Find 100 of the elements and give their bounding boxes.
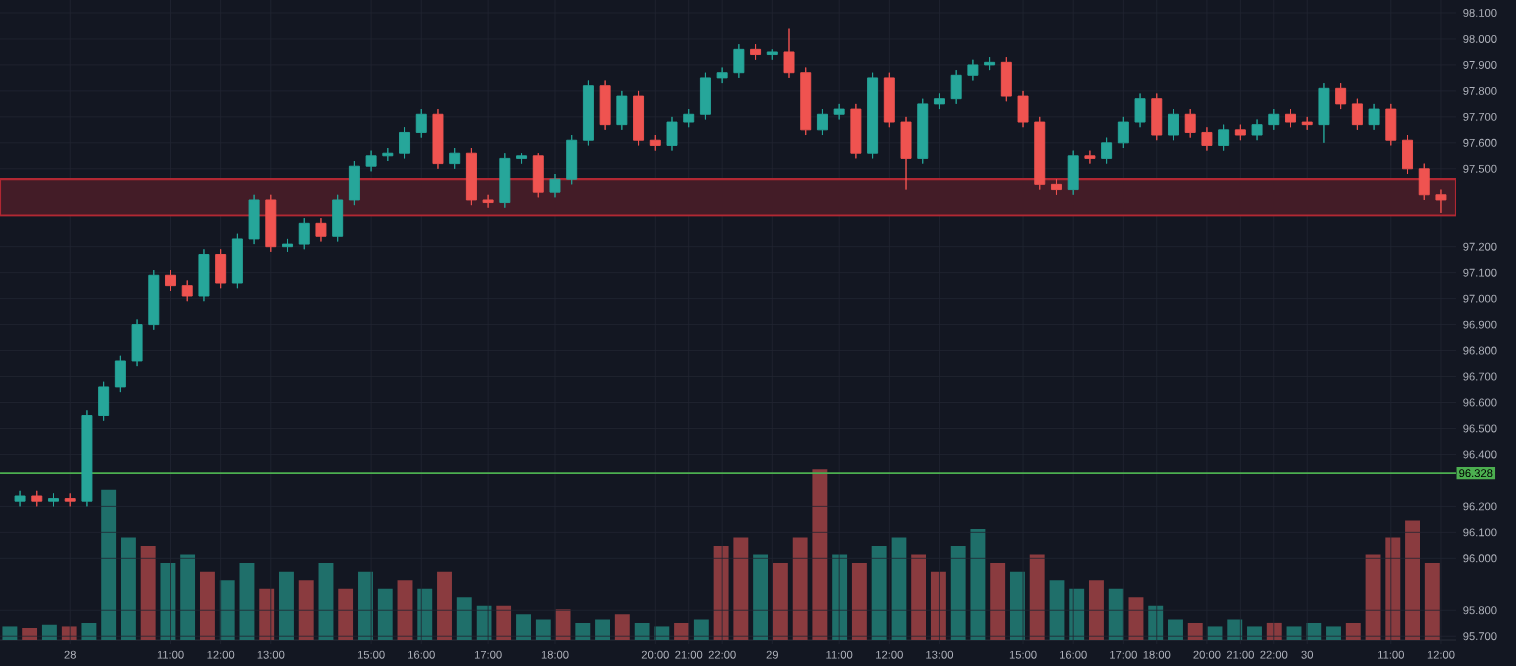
candlestick (867, 72, 879, 159)
candlestick (148, 269, 160, 331)
bar (1365, 554, 1381, 640)
bar (259, 588, 275, 640)
candlestick (633, 90, 645, 146)
candlestick (1368, 103, 1380, 131)
bar (239, 563, 255, 640)
candlestick (48, 492, 59, 507)
candlestick (1201, 126, 1213, 152)
bar (1108, 588, 1124, 640)
bar (1187, 622, 1203, 640)
candlestick (131, 318, 143, 367)
candlestick (816, 108, 828, 136)
candlestick (1301, 116, 1313, 131)
candlestick (733, 43, 745, 79)
candlestick (315, 217, 327, 242)
candlestick (81, 409, 93, 507)
bar (496, 605, 512, 640)
candlestick (1168, 108, 1179, 141)
candlestick (666, 116, 678, 152)
candlestick (1268, 108, 1280, 131)
candlestick (1418, 163, 1430, 201)
candlestick (1218, 124, 1230, 152)
candlestick (399, 126, 411, 159)
candlestick (1117, 116, 1129, 149)
candlestick (31, 490, 43, 507)
bar (891, 537, 907, 640)
bar (792, 537, 808, 640)
bar (160, 563, 176, 640)
bar (516, 614, 531, 640)
bar (930, 571, 946, 640)
candlestick (833, 103, 845, 120)
bar (871, 546, 887, 640)
candlestick (883, 72, 895, 128)
candlestick (298, 217, 310, 250)
candlestick (1402, 134, 1413, 175)
candlestick (783, 28, 795, 79)
bar (614, 614, 630, 640)
bar (1345, 622, 1361, 640)
candlestick (1385, 103, 1397, 146)
candlestick (332, 194, 344, 242)
bar (575, 622, 591, 640)
bar (832, 554, 848, 640)
candlestick (248, 194, 260, 245)
bar (417, 588, 433, 640)
candlestick (348, 160, 360, 206)
candlestick (181, 279, 193, 302)
bar (1069, 588, 1085, 640)
bar (851, 563, 867, 640)
candlestick (582, 80, 594, 146)
bar (535, 619, 551, 640)
candlestick (917, 98, 929, 165)
candlestick (1351, 98, 1363, 131)
candlestick (14, 490, 26, 507)
candlestick (449, 147, 461, 170)
bar (1385, 537, 1401, 640)
candlestick (1034, 116, 1046, 191)
bar (298, 580, 314, 640)
bar (812, 469, 828, 640)
bar (1227, 619, 1243, 640)
candlestick (365, 150, 377, 172)
candlestick (482, 194, 494, 209)
candlestick (282, 238, 294, 253)
bar (595, 619, 611, 640)
bar (279, 571, 294, 640)
candlestick (699, 72, 711, 120)
candlestick (649, 134, 661, 152)
candlestick (165, 269, 176, 292)
bar (1128, 597, 1144, 640)
candlestick (265, 194, 277, 253)
candlestick (198, 248, 210, 302)
bar (1049, 580, 1065, 640)
bar (219, 580, 235, 640)
candlestick (1084, 150, 1096, 165)
candlestick (499, 152, 511, 209)
candlestick (967, 59, 979, 81)
bar (456, 597, 472, 640)
bar (555, 609, 571, 640)
bar (950, 546, 966, 640)
candlestick (432, 108, 444, 170)
bar (101, 489, 117, 640)
candlestick (516, 152, 528, 165)
bar (990, 563, 1006, 640)
candlestick (1335, 82, 1347, 110)
candlestick (98, 381, 110, 422)
candlestick (716, 67, 728, 84)
candlestick (114, 355, 126, 393)
bar (22, 628, 38, 640)
bar (338, 588, 354, 640)
candlestick (800, 67, 812, 136)
bar (634, 622, 650, 640)
candlestick (599, 80, 611, 131)
candlestick (616, 90, 628, 131)
candlestick (1184, 108, 1196, 139)
bar (970, 528, 986, 640)
candlestick (1050, 178, 1062, 196)
candlestick (850, 103, 862, 159)
bar (1405, 520, 1421, 640)
candlestick (64, 492, 76, 507)
bar (1424, 563, 1440, 640)
